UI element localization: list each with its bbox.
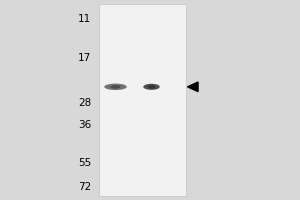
Ellipse shape <box>143 84 160 90</box>
Text: 11: 11 <box>78 14 92 24</box>
Ellipse shape <box>110 85 121 89</box>
Text: 72: 72 <box>78 182 92 192</box>
Ellipse shape <box>104 84 127 90</box>
Text: 36: 36 <box>78 120 92 130</box>
Text: 17: 17 <box>78 53 92 63</box>
Text: 55: 55 <box>78 158 92 168</box>
Bar <box>99 4 186 196</box>
Text: 28: 28 <box>78 98 92 108</box>
Ellipse shape <box>148 85 155 89</box>
Polygon shape <box>188 82 198 92</box>
